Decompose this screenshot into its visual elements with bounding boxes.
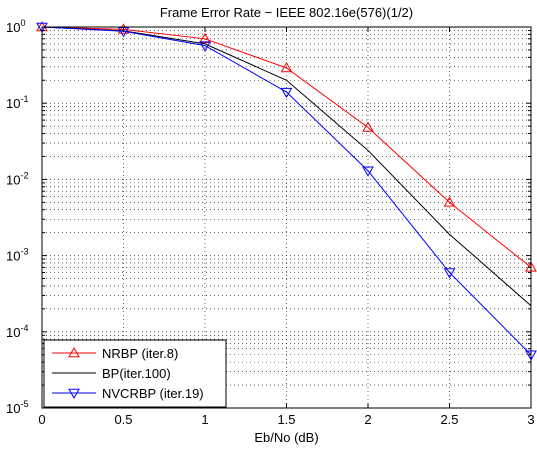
y-tick-label: 10-1 <box>6 94 28 111</box>
chart-title: Frame Error Rate − IEEE 802.16e(576)(1/2… <box>160 5 413 20</box>
y-tick-label: 10-3 <box>6 247 28 264</box>
legend-label: BP(iter.100) <box>102 366 171 381</box>
data-point-marker <box>36 22 48 34</box>
data-point-marker <box>280 61 293 73</box>
data-point-marker <box>362 166 374 177</box>
legend-label: NVCRBP (iter.19) <box>102 386 204 401</box>
data-point-marker <box>68 346 80 358</box>
legend: NRBP (iter.8) BP(iter.100) NVCRBP (iter.19… <box>43 339 227 408</box>
axis-ticks: 0 0.5 1 1.5 2 2.5 3 100 10-1 10-2 10-3 10-4 10-5 <box>6 18 535 427</box>
x-tick-label: 2.5 <box>440 412 458 427</box>
x-tick-label: 1 <box>201 412 208 427</box>
x-tick-label: 0 <box>38 412 45 427</box>
y-tick-label: 10-5 <box>6 399 28 416</box>
data-point-marker <box>199 32 211 44</box>
y-tick-label: 10-2 <box>6 170 28 187</box>
x-axis-label: Eb/No (dB) <box>254 430 318 445</box>
x-tick-label: 2 <box>364 412 371 427</box>
x-tick-label: 3 <box>527 412 534 427</box>
legend-entry: NRBP (iter.8) <box>52 346 178 361</box>
data-point-marker <box>117 23 130 34</box>
data-point-marker <box>280 87 293 99</box>
data-point-marker <box>68 388 80 400</box>
data-point-marker <box>443 196 456 207</box>
data-point-marker <box>443 268 456 279</box>
data-point-marker <box>362 121 374 132</box>
y-tick-label: 10-4 <box>6 323 28 340</box>
legend-label: NRBP (iter.8) <box>102 346 178 361</box>
legend-entry: NVCRBP (iter.19) <box>52 386 204 401</box>
x-tick-label: 1.5 <box>277 412 295 427</box>
legend-entry: BP(iter.100) <box>52 366 171 381</box>
x-tick-label: 0.5 <box>114 412 132 427</box>
data-point-marker <box>199 41 211 52</box>
y-tick-label: 100 <box>6 18 25 35</box>
